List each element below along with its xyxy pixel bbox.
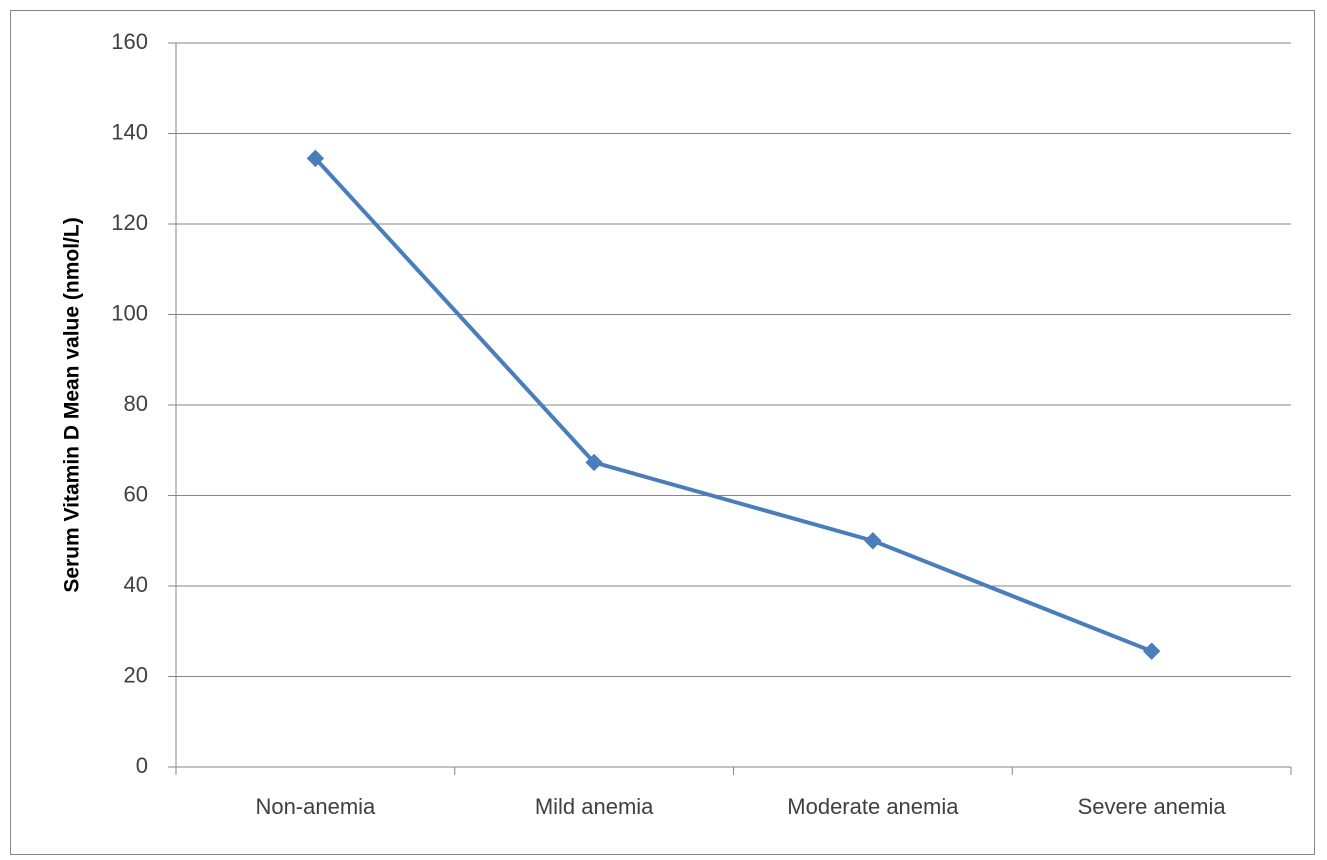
y-tick-label: 80: [124, 391, 148, 416]
y-tick-label: 20: [124, 662, 148, 687]
y-tick-label: 40: [124, 572, 148, 597]
axes: [168, 42, 1292, 775]
y-tick-label: 0: [136, 753, 148, 778]
gridlines: [176, 42, 1291, 677]
series-group: [306, 149, 1161, 660]
chart-frame: [10, 10, 1315, 855]
x-tick-labels: Non-anemia Mild anemia Moderate anemia Seve…: [255, 794, 1226, 819]
y-tick-label: 120: [111, 210, 148, 235]
y-tick-label: 100: [111, 300, 148, 325]
y-tick-labels: 0 20 40 60 80 100 120 140 160: [111, 29, 148, 778]
y-tick-label: 160: [111, 29, 148, 54]
data-point-marker: [306, 149, 325, 168]
x-tick-label: Non-anemia: [255, 794, 376, 819]
x-tick-label: Mild anemia: [535, 794, 654, 819]
x-tick-label: Moderate anemia: [787, 794, 959, 819]
data-point-marker: [1142, 642, 1161, 660]
data-point-marker: [864, 532, 882, 550]
y-axis-title: Serum Vitamin D Mean value (nmol/L): [61, 217, 84, 592]
x-tick-label: Severe anemia: [1078, 794, 1227, 819]
series-line: [313, 156, 1154, 654]
y-tick-label: 60: [124, 481, 148, 506]
data-point-marker: [585, 453, 603, 472]
y-tick-label: 140: [111, 119, 148, 144]
